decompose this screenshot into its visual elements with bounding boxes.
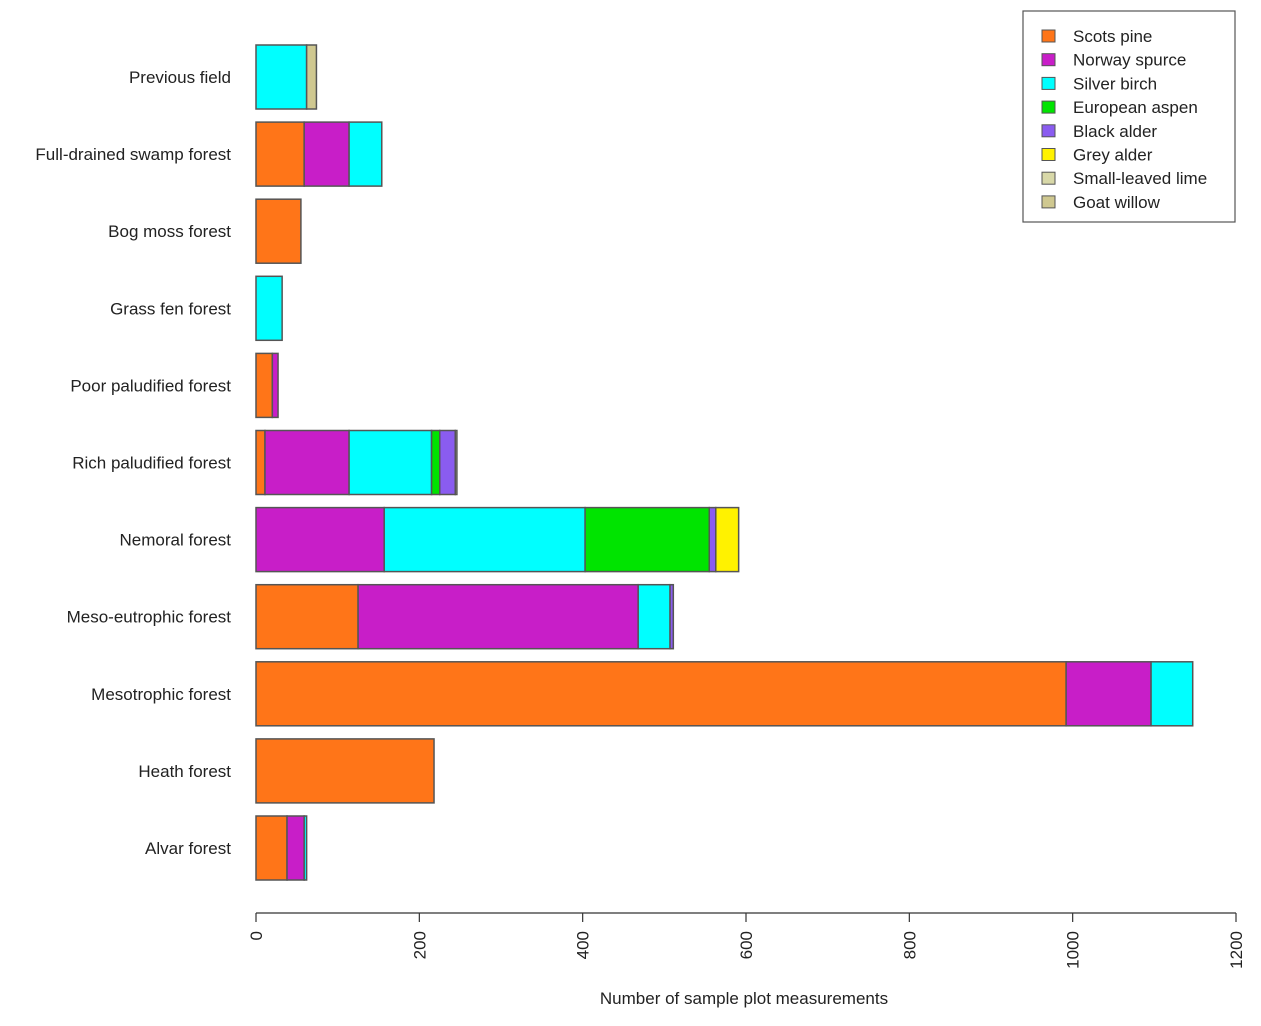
bar-segment (1065, 661, 1152, 727)
bar-segment (255, 738, 435, 804)
x-tick-label: 1200 (1227, 931, 1246, 969)
category-label: Poor paludified forest (70, 376, 231, 395)
legend-label: Scots pine (1073, 27, 1152, 46)
legend-label: Goat willow (1073, 193, 1161, 212)
category-label: Meso-eutrophic forest (67, 608, 232, 627)
bar-segment (348, 429, 433, 496)
bar-segment (454, 429, 458, 496)
bar-segment (584, 506, 710, 573)
bar-segment (255, 583, 359, 650)
x-tick-label: 600 (737, 931, 756, 959)
bar-segment (383, 506, 586, 573)
bar-segment (255, 815, 288, 881)
bar-segment (303, 815, 308, 881)
legend-swatch (1041, 29, 1056, 43)
bar-segment (255, 506, 385, 573)
category-labels: Previous field Full-drained swamp forest B… (35, 68, 231, 858)
bar-segment (357, 583, 639, 650)
legend-swatch (1041, 171, 1056, 185)
bar-segment (305, 44, 318, 110)
legend-swatch (1041, 195, 1056, 209)
bar-segment (715, 506, 740, 573)
bar-segment (255, 352, 274, 419)
legend-swatch (1041, 76, 1056, 90)
bar-segment (708, 506, 717, 573)
bar-segment (669, 583, 675, 650)
legend-swatch (1041, 148, 1056, 161)
legend-box (1022, 10, 1236, 223)
x-tick-label: 1000 (1064, 931, 1083, 969)
x-tick-label: 200 (410, 931, 429, 959)
legend-label: Grey alder (1073, 146, 1153, 165)
category-label: Alvar forest (145, 839, 231, 858)
bar-segment (303, 121, 350, 187)
bar-segment (255, 661, 1067, 727)
bars (255, 44, 1194, 881)
legend-swatch (1041, 124, 1056, 138)
bar-segment (439, 429, 457, 496)
x-tick-label: 400 (574, 931, 593, 959)
x-axis-label: Number of sample plot measurements (600, 989, 888, 1008)
x-tick-label: 800 (900, 931, 919, 959)
category-label: Mesotrophic forest (91, 685, 231, 704)
legend-label: Silver birch (1073, 74, 1157, 93)
category-label: Bog moss forest (108, 222, 231, 241)
category-label: Heath forest (138, 762, 231, 781)
x-tick-label: 0 (247, 931, 266, 940)
bar-segment (255, 198, 302, 264)
legend-label: Norway spurce (1073, 51, 1186, 70)
x-axis: 0 200 400 600 800 1000 1200 (247, 912, 1246, 969)
bar-segment (637, 583, 671, 650)
category-label: Previous field (129, 68, 231, 87)
bar-segment (255, 121, 305, 187)
bar-segment (255, 429, 266, 496)
bar-segment (286, 815, 305, 881)
category-label: Grass fen forest (110, 299, 231, 318)
bar-segment (255, 275, 283, 342)
legend: Scots pine Norway spurce Silver birch Europ… (1022, 10, 1236, 223)
category-label: Full-drained swamp forest (35, 145, 231, 164)
category-label: Nemoral forest (120, 531, 232, 550)
legend-swatch (1041, 53, 1056, 67)
bar-segment (264, 429, 350, 496)
bar-segment (1150, 661, 1194, 727)
bar-segment (430, 429, 441, 496)
legend-label: Small-leaved lime (1073, 169, 1207, 188)
bar-segment (271, 352, 279, 419)
legend-label: European aspen (1073, 98, 1198, 117)
legend-label: Black alder (1073, 122, 1157, 141)
legend-swatch (1041, 100, 1056, 114)
bar-segment (348, 121, 383, 187)
category-label: Rich paludified forest (72, 454, 231, 473)
bar-segment (255, 44, 308, 110)
